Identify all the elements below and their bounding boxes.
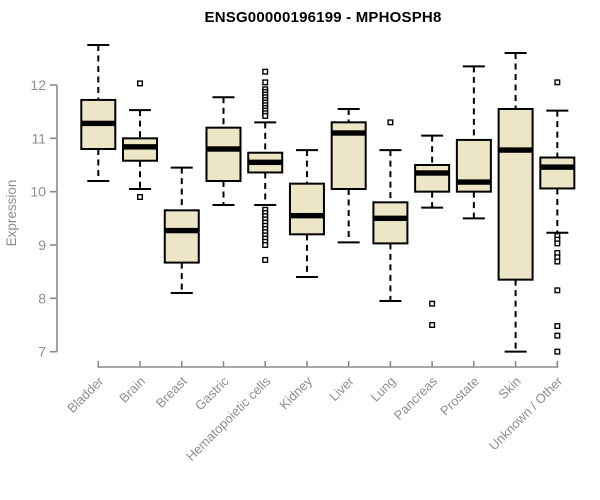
median-line [540, 164, 575, 170]
outlier-point [262, 79, 269, 86]
outlier-point [262, 256, 269, 263]
boxplot-brain [122, 80, 159, 200]
boxplot-gastric [205, 96, 242, 206]
median-line [248, 159, 283, 166]
x-tick-label-lung: Lung [367, 374, 398, 405]
y-tick-label: 9 [38, 237, 46, 253]
x-tick-label-kidney: Kidney [276, 373, 315, 412]
outlier-point [262, 241, 269, 248]
boxplot-liver [330, 107, 367, 244]
x-tick-label-gastric: Gastric [192, 373, 232, 413]
outlier-point [262, 112, 269, 119]
x-tick-label-breast: Breast [153, 373, 190, 410]
iqr-box [205, 126, 242, 182]
x-tick-label-prostate: Prostate [437, 374, 482, 419]
boxplot-pancreas [414, 134, 451, 328]
x-tick-label-pancreas: Pancreas [391, 373, 441, 423]
outlier-point [554, 287, 561, 294]
median-line [206, 146, 241, 152]
x-tick-label-skin: Skin [495, 374, 523, 402]
y-tick-label: 12 [30, 77, 46, 93]
outlier-point [554, 332, 561, 339]
outlier-point [554, 79, 561, 86]
median-line [456, 179, 491, 185]
boxplot-prostate [455, 65, 492, 220]
median-line [164, 227, 199, 234]
boxplot-unknown-other [539, 79, 576, 355]
median-line [289, 212, 324, 219]
boxplot-kidney [288, 149, 325, 278]
boxplot-bladder [80, 44, 117, 182]
boxplot-lung [372, 119, 409, 302]
boxplot-hematopoietic-cells [247, 68, 284, 263]
outlier-point [554, 240, 561, 247]
outlier-point [429, 321, 436, 328]
outlier-point [554, 258, 561, 265]
outlier-point [137, 193, 144, 200]
iqr-box [414, 163, 451, 193]
y-axis-title: Expression [4, 180, 19, 247]
outlier-point [387, 119, 394, 126]
boxplot-breast [163, 166, 200, 294]
iqr-box [163, 209, 200, 264]
median-line [123, 144, 158, 150]
outlier-point [429, 300, 436, 307]
median-line [331, 130, 366, 136]
median-line [498, 147, 533, 153]
chart-title: ENSG00000196199 - MPHOSPH8 [204, 9, 442, 26]
x-tick-label-bladder: Bladder [64, 373, 107, 416]
boxplot-skin [497, 52, 534, 353]
iqr-box [288, 182, 325, 236]
y-axis: 7 8 9 10 11 12 Expression [4, 77, 58, 360]
outlier-point [554, 323, 561, 330]
iqr-box [372, 201, 409, 245]
outlier-point [262, 68, 269, 75]
y-tick-label: 11 [31, 130, 46, 146]
median-line [415, 170, 450, 176]
median-line [373, 215, 408, 222]
median-line [81, 120, 116, 127]
y-tick-label: 8 [38, 290, 46, 306]
x-tick-label-liver: Liver [326, 373, 357, 404]
x-tick-label-brain: Brain [116, 374, 148, 406]
x-tick-label-unknown-other: Unknown / Other [486, 373, 566, 453]
outlier-point [554, 348, 561, 355]
iqr-box [539, 156, 576, 190]
iqr-box [497, 107, 534, 281]
y-tick-label: 10 [30, 184, 46, 200]
outlier-point [137, 80, 144, 87]
y-tick-label: 7 [38, 344, 46, 360]
